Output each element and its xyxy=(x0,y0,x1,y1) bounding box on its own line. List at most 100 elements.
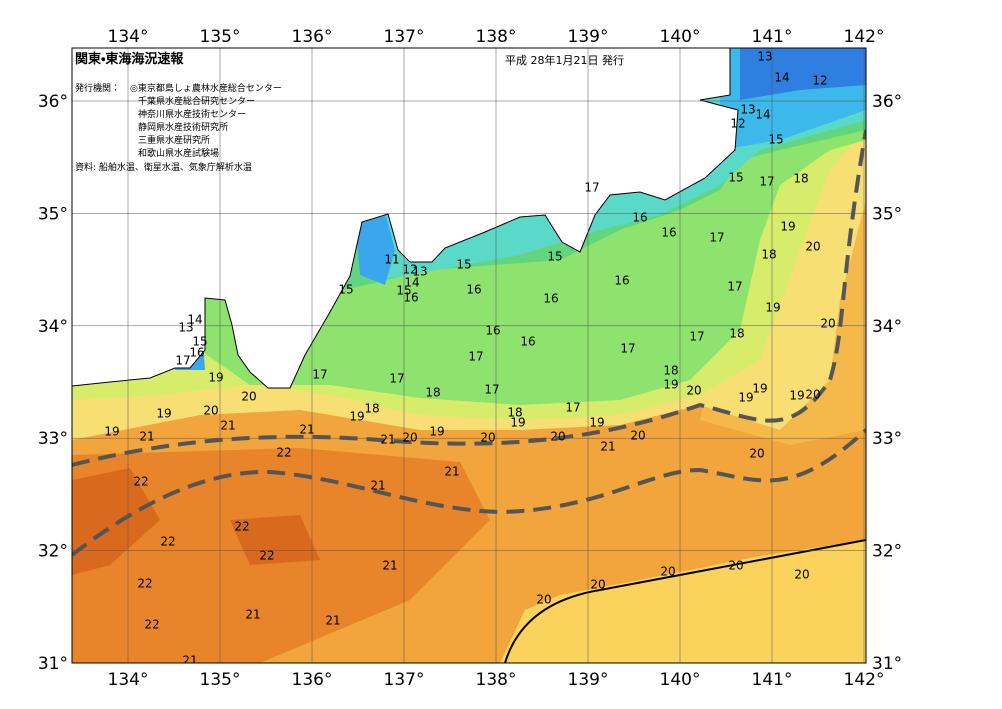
latitude-label: 35° xyxy=(38,204,68,224)
contour-label: 20 xyxy=(241,390,256,404)
contour-label: 16 xyxy=(403,291,418,305)
contour-label: 15 xyxy=(547,250,562,264)
longitude-label: 134° xyxy=(108,670,149,690)
header-box xyxy=(72,48,300,182)
contour-label: 21 xyxy=(382,559,397,573)
coldest-zone xyxy=(740,48,866,100)
contour-label: 21 xyxy=(220,419,235,433)
frame xyxy=(71,47,867,664)
issue-date: 平成 28年1月21日 発行 xyxy=(505,53,624,67)
latitude-label: 31° xyxy=(872,654,902,674)
longitude-label: 137° xyxy=(384,27,425,47)
contour-label: 11 xyxy=(384,253,399,267)
contour-label: 21 xyxy=(182,654,197,668)
contour-label: 13 xyxy=(740,103,755,117)
contour-label: 20 xyxy=(550,430,565,444)
agencies: ◎東京都島しょ農林水産総合センター千葉県水産総合研究センター神奈川県水産技術セン… xyxy=(130,82,282,159)
contour-label: 15 xyxy=(456,258,471,272)
latitude-label: 34° xyxy=(38,317,68,337)
contour-label: 19 xyxy=(780,220,795,234)
south-east-zone xyxy=(500,540,866,663)
contour-label: 16 xyxy=(466,283,481,297)
contour-label: 19 xyxy=(349,410,364,424)
contour-label: 17 xyxy=(312,368,327,382)
agency: 三重県水産研究所 xyxy=(138,134,210,146)
contour-label: 13 xyxy=(757,50,772,64)
longitude-label: 134° xyxy=(108,27,149,47)
graticule xyxy=(72,48,866,663)
contour-label: 12 xyxy=(402,263,417,277)
contour-label: 19 xyxy=(789,389,804,403)
contour-label: 21 xyxy=(139,430,154,444)
contour-label: 16 xyxy=(632,211,647,225)
contour-label: 22 xyxy=(133,475,148,489)
contour-label: 15 xyxy=(396,284,411,298)
contour-label: 18 xyxy=(793,172,808,186)
axes: 134° 134° 135° 135° 136° 136° 137° 137° 138° 138°… xyxy=(38,27,902,690)
contour-label: 19 xyxy=(663,378,678,392)
contour-label: 16 xyxy=(543,292,558,306)
contour-label: 13 xyxy=(178,321,193,335)
latitude-label: 36° xyxy=(872,92,902,112)
contour-label: 22 xyxy=(144,618,159,632)
contour-label: 21 xyxy=(245,608,260,622)
contour-label: 17 xyxy=(484,383,499,397)
contour-label: 17 xyxy=(709,231,724,245)
latitude-label: 33° xyxy=(38,429,68,449)
contour-label: 16 xyxy=(661,226,676,240)
contour-label: 16 xyxy=(614,274,629,288)
source: 資料: 船舶水温、衛星水温、気象庁解析水温 xyxy=(75,161,252,173)
longitude-label: 141° xyxy=(752,670,793,690)
longitude-label: 135° xyxy=(200,27,241,47)
contour-label: 20 xyxy=(805,388,820,402)
contour-label: 17 xyxy=(175,354,190,368)
contour-label: 15 xyxy=(338,283,353,297)
longitude-label: 140° xyxy=(660,670,701,690)
contour-label: 18 xyxy=(507,406,522,420)
longitude-label: 142° xyxy=(844,27,885,47)
agency: 千葉県水産総合研究センター xyxy=(138,95,255,107)
contour-label: 21 xyxy=(444,465,459,479)
contour-label: 13 xyxy=(412,265,427,279)
contour-label: 20 xyxy=(728,559,743,573)
agencies-label: 発行機関： xyxy=(75,82,120,94)
contour-label: 22 xyxy=(234,520,249,534)
contour-label: 17 xyxy=(689,330,704,344)
contour-label: 22 xyxy=(137,577,152,591)
contour-label: 22 xyxy=(276,446,291,460)
contour-label: 20 xyxy=(794,568,809,582)
contour-label: 19 xyxy=(752,382,767,396)
contour-label: 18 xyxy=(663,364,678,378)
contour-label: 20 xyxy=(820,317,835,331)
agency: 静岡県水産技術研究所 xyxy=(138,121,228,133)
contour-label: 20 xyxy=(630,429,645,443)
longitude-label: 139° xyxy=(568,27,609,47)
contour-label: 19 xyxy=(510,416,525,430)
contour-label: 21 xyxy=(299,423,314,437)
contour-label: 15 xyxy=(768,133,783,147)
latitude-label: 33° xyxy=(872,429,902,449)
contour-label: 20 xyxy=(660,565,675,579)
latitude-label: 32° xyxy=(38,542,68,562)
contour-label: 19 xyxy=(429,425,444,439)
contour-label: 15 xyxy=(192,335,207,349)
contour-label: 14 xyxy=(187,313,202,327)
longitude-label: 139° xyxy=(568,670,609,690)
contour-label: 20 xyxy=(686,384,701,398)
contour-label: 12 xyxy=(730,117,745,131)
contour-label: 20 xyxy=(805,240,820,254)
longitude-label: 135° xyxy=(200,670,241,690)
contour-label: 17 xyxy=(727,280,742,294)
contour-label: 16 xyxy=(189,346,204,360)
latitude-label: 34° xyxy=(872,317,902,337)
agency: 神奈川県水産技術センター xyxy=(138,108,246,120)
agency: ◎東京都島しょ農林水産総合センター xyxy=(130,82,282,94)
contour-label: 17 xyxy=(620,342,635,356)
contour-label: 17 xyxy=(468,350,483,364)
contour-label: 17 xyxy=(759,175,774,189)
contour-label: 16 xyxy=(485,324,500,338)
longitude-label: 138° xyxy=(476,670,517,690)
contour-label: 20 xyxy=(590,578,605,592)
